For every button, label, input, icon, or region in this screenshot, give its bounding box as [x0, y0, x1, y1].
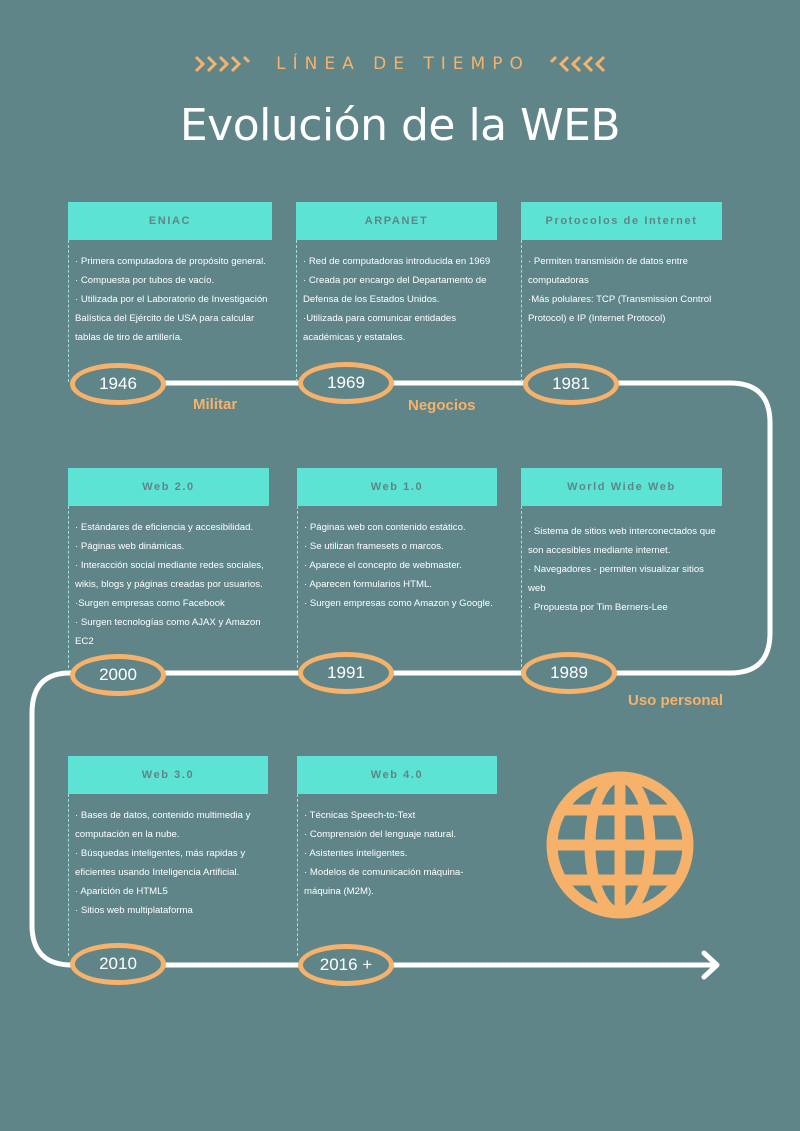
event-details: · Bases de datos, contenido multimedia y… [68, 794, 268, 956]
event-item: · Estándares de eficiencia y accesibilid… [75, 522, 254, 533]
era-label-business: Negocios [408, 397, 476, 414]
event-item: · Surgen tecnologías como AJAX y Amazon … [75, 617, 261, 647]
event-title: Web 2.0 [68, 468, 269, 506]
event-card: Web 2.0 · Estándares de eficiencia y acc… [68, 468, 269, 668]
event-details: · Sistema de sitios web interconectados … [521, 506, 722, 672]
event-item: · Comprensión del lenguaje natural. [304, 829, 456, 840]
event-title: ENIAC [68, 202, 272, 240]
event-title: Web 3.0 [68, 756, 268, 794]
event-item: · Navegadores - permiten visualizar siti… [528, 564, 704, 594]
era-label-military: Militar [193, 396, 238, 413]
year-marker: 2016 + [298, 944, 394, 986]
event-item: · Aparición de HTML5 [75, 886, 168, 897]
event-card: Web 4.0 · Técnicas Speech-to-Text · Comp… [297, 756, 497, 956]
event-item: · Sitios web multiplataforma [75, 905, 193, 916]
page-title: Evolución de la WEB [179, 100, 621, 151]
event-item: ·Surgen empresas como Facebook [75, 598, 225, 609]
globe-icon [546, 771, 694, 919]
event-card: World Wide Web · Sistema de sitios web i… [521, 468, 722, 672]
event-item: · Sistema de sitios web interconectados … [528, 526, 716, 556]
event-title: World Wide Web [521, 468, 722, 506]
event-item: · Interacción social mediante redes soci… [75, 560, 264, 590]
event-item: · Compuesta por tubos de vacío. [75, 275, 215, 286]
event-item: · Surgen empresas como Amazon y Google. [304, 598, 493, 609]
event-item: · Primera computadora de propósito gener… [75, 256, 266, 267]
event-item: · Creada por encargo del Departamento de… [303, 275, 487, 305]
event-item: · Se utilizan framesets o marcos. [304, 541, 444, 552]
event-item: · Aparecen formularios HTML. [304, 579, 432, 590]
era-label-personal: Uso personal [628, 692, 724, 709]
year-marker: 2000 [70, 654, 166, 696]
event-title: ARPANET [296, 202, 497, 240]
event-details: · Técnicas Speech-to-Text · Comprensión … [297, 794, 497, 956]
event-item: ·Utilizada para comunicar entidades acad… [303, 313, 457, 343]
chevrons-left-icon [550, 55, 606, 73]
event-title: Web 1.0 [297, 468, 497, 506]
event-details: · Permiten transmisión de datos entre co… [521, 240, 722, 382]
year-marker: 2010 [70, 943, 166, 985]
event-item: · Bases de datos, contenido multimedia y… [75, 810, 251, 840]
event-item: · Aparece el concepto de webmaster. [304, 560, 462, 571]
year-marker: 1989 [521, 652, 617, 694]
event-item: · Técnicas Speech-to-Text [304, 810, 416, 821]
year-marker: 1991 [298, 652, 394, 694]
event-item: · Permiten transmisión de datos entre co… [528, 256, 688, 286]
event-details: · Primera computadora de propósito gener… [68, 240, 272, 382]
event-details: · Red de computadoras introducida en 196… [296, 240, 497, 382]
event-title: Web 4.0 [297, 756, 497, 794]
kicker-text: LÍNEA DE TIEMPO [276, 54, 530, 74]
event-card: ARPANET · Red de computadoras introducid… [296, 202, 497, 382]
year-marker: 1981 [523, 363, 619, 405]
event-item: · Modelos de comunicación máquina-máquin… [304, 867, 464, 897]
event-card: ENIAC · Primera computadora de propósito… [68, 202, 272, 382]
event-title: Protocolos de Internet [521, 202, 722, 240]
year-marker: 1946 [70, 363, 166, 405]
event-item: · Utilizada por el Laboratorio de Invest… [75, 294, 268, 343]
chevrons-right-icon [194, 55, 250, 73]
event-item: ·Más polulares: TCP (Transmission Contro… [528, 294, 712, 324]
event-card: Web 1.0 · Páginas web con contenido está… [297, 468, 497, 668]
event-item: · Páginas web dinámicas. [75, 541, 185, 552]
event-details: · Páginas web con contenido estático. · … [297, 506, 497, 668]
event-card: Web 3.0 · Bases de datos, contenido mult… [68, 756, 268, 956]
event-card: Protocolos de Internet · Permiten transm… [521, 202, 722, 382]
event-item: · Páginas web con contenido estático. [304, 522, 466, 533]
event-item: · Asistentes inteligentes. [304, 848, 408, 859]
header-kicker: LÍNEA DE TIEMPO [0, 54, 800, 74]
event-item: · Red de computadoras introducida en 196… [303, 256, 491, 267]
event-item: · Propuesta por Tim Berners-Lee [528, 602, 668, 613]
event-details: · Estándares de eficiencia y accesibilid… [68, 506, 269, 668]
year-marker: 1969 [298, 362, 394, 404]
event-item: · Búsquedas inteligentes, más rapidas y … [75, 848, 246, 878]
